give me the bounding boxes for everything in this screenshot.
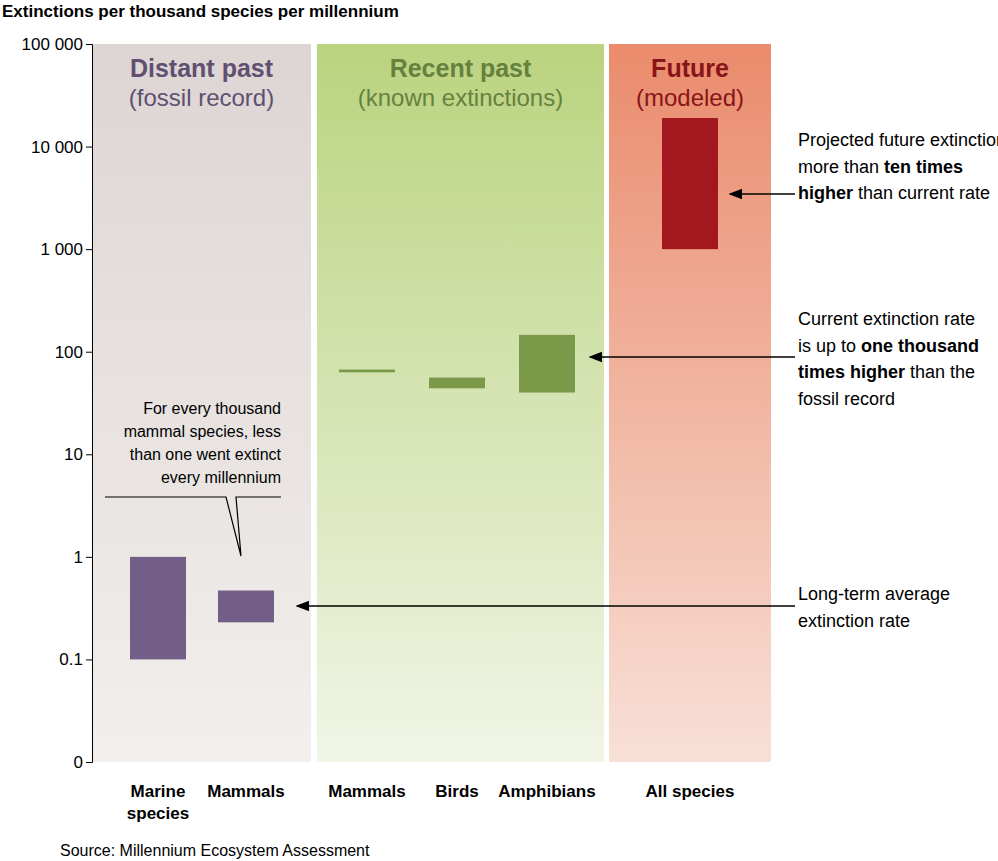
annotation-line: For every thousand <box>143 400 281 417</box>
chart-title: Extinctions per thousand species per mil… <box>2 2 399 21</box>
range-bar <box>519 335 575 393</box>
panel-background <box>317 44 604 762</box>
tick: 10 000 <box>31 138 92 157</box>
tick-mark <box>86 249 92 250</box>
category-label: Marine <box>131 782 186 801</box>
range-bar <box>662 118 718 249</box>
tick-mark <box>86 762 92 763</box>
tick-mark <box>86 352 92 353</box>
tick-mark <box>86 147 92 148</box>
panel-subtitle: (fossil record) <box>129 84 274 111</box>
annotation-line: Current extinction rate <box>798 309 975 329</box>
tick-label: 100 <box>55 343 83 362</box>
tick-mark <box>86 659 92 660</box>
tick-label: 0.1 <box>59 650 83 669</box>
tick-mark <box>86 557 92 558</box>
tick-label: 1 000 <box>40 240 83 259</box>
tick: 100 000 <box>22 35 92 54</box>
panel-title: Distant past <box>130 54 274 82</box>
tick-label: 10 <box>64 445 83 464</box>
tick-label: 100 000 <box>22 35 83 54</box>
annotation-line: extinction rate <box>798 611 910 631</box>
annotation-line: more than ten times <box>798 157 963 177</box>
range-bar <box>130 557 186 660</box>
axis-line <box>86 45 93 763</box>
panel-subtitle: (known extinctions) <box>358 84 563 111</box>
category-label: All species <box>646 782 735 801</box>
tick: 0.1 <box>59 650 92 669</box>
annotation-line: higher than current rate <box>798 183 990 203</box>
annotation-line: every millennium <box>161 469 281 486</box>
annotation-line: Long-term average <box>798 584 950 604</box>
tick-label: 0 <box>74 753 83 772</box>
panel-title: Recent past <box>390 54 532 82</box>
tick: 1 000 <box>40 240 92 259</box>
annotation-line: fossil record <box>798 389 895 409</box>
annotation-line: is up to one thousand <box>798 336 979 356</box>
tick-label: 10 000 <box>31 138 83 157</box>
panel-title: Future <box>651 54 729 82</box>
tick: 1 <box>74 548 92 567</box>
tick-mark <box>86 44 92 45</box>
chart: Distant past(fossil record) Marine species… <box>0 0 998 861</box>
annotation-arrow <box>730 193 795 195</box>
annotation-line: than one went extinct <box>130 446 282 463</box>
category-label: species <box>127 804 189 823</box>
category-label: Amphibians <box>498 782 595 801</box>
panel-background <box>609 44 771 762</box>
annotation-line: Projected future extinction rate is <box>798 130 998 150</box>
category-label: Birds <box>435 782 478 801</box>
range-bar <box>339 370 395 373</box>
annotation-line: times higher than the <box>798 362 975 382</box>
y-axis: 0 0.1 1 10 100 1 000 10 000 100 000 <box>22 35 93 772</box>
panel-subtitle: (modeled) <box>636 84 744 111</box>
annotation-arrow <box>590 356 795 358</box>
tick: 100 <box>55 343 92 362</box>
category-label: Mammals <box>328 782 405 801</box>
tick-label: 1 <box>74 548 83 567</box>
annotation-line: mammal species, less <box>124 423 281 440</box>
range-bar <box>429 378 485 389</box>
tick-mark <box>86 454 92 455</box>
callout-pointer <box>105 497 281 556</box>
tick: 10 <box>64 445 92 464</box>
category-label: Mammals <box>207 782 284 801</box>
source-note: Source: Millennium Ecosystem Assessment <box>60 842 370 859</box>
range-bar <box>218 590 274 622</box>
tick: 0 <box>74 753 92 772</box>
annotation-arrow <box>297 605 795 607</box>
bars <box>130 118 718 659</box>
panel-background <box>92 44 311 762</box>
